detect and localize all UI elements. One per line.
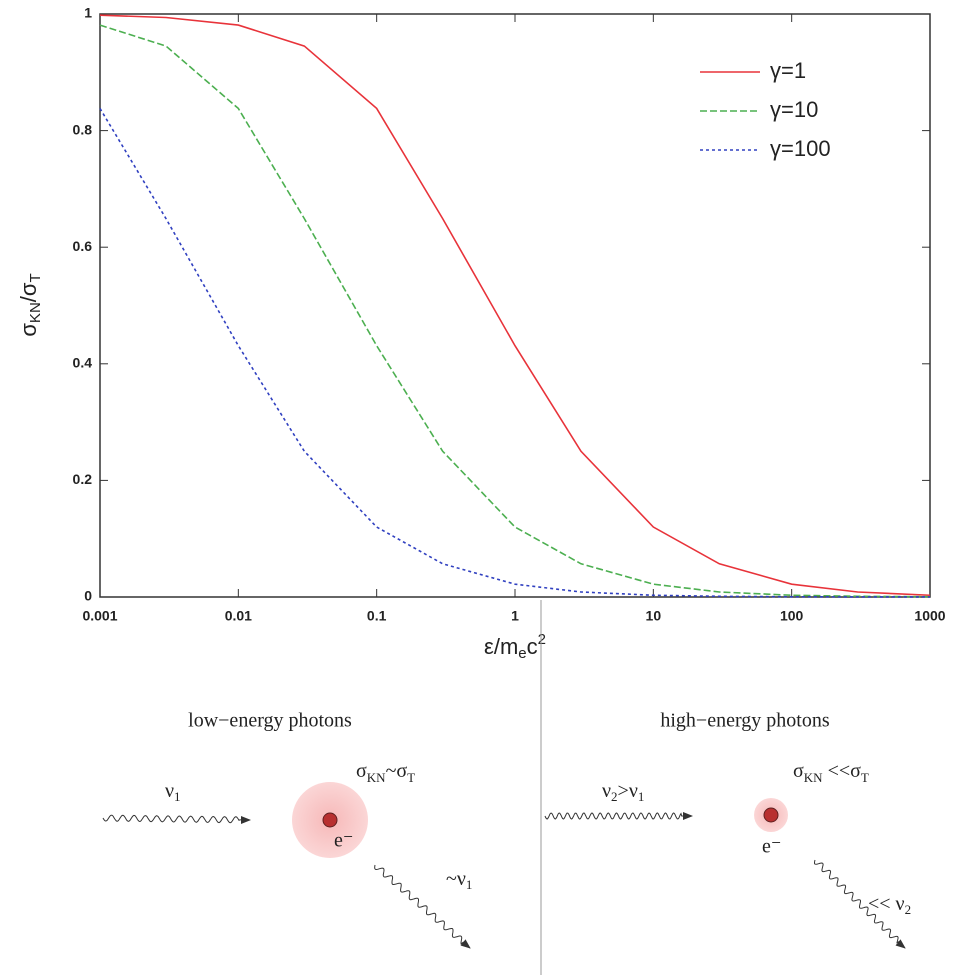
y-tick-label: 1 [84,5,92,21]
x-tick-label: 1 [511,608,519,624]
panel-title: low−energy photons [188,710,352,732]
photon [102,814,251,824]
photon-label: ~ν1 [446,868,472,892]
panel-title: high−energy photons [660,710,829,732]
cross-section-label: σKN~σT [356,760,415,785]
electron [322,812,338,828]
photon-label: << ν2 [868,893,911,917]
photon [374,864,471,949]
x-axis-label: ε/mec2 [484,631,546,662]
x-tick-label: 1000 [914,608,945,624]
electron-label: e⁻ [762,836,781,858]
y-tick-label: 0.2 [73,471,93,487]
y-tick-label: 0.6 [73,238,93,254]
y-tick-label: 0 [84,588,92,604]
series-line [99,24,931,598]
photon [544,812,693,820]
photon [814,859,906,949]
y-tick-label: 0.4 [73,355,93,371]
cross-section-label: σKN <<σT [793,760,869,785]
x-tick-label: 0.001 [82,608,117,624]
photon-label: ν2>ν1 [602,780,644,804]
y-tick-label: 0.8 [73,121,93,137]
x-tick-label: 0.01 [225,608,252,624]
electron-label: e⁻ [334,830,353,852]
x-tick-label: 0.1 [367,608,387,624]
diagram: low−energy photons high−energy photons ν… [102,710,911,949]
legend-label: γ=1 [770,58,806,83]
series-line [99,14,931,597]
photon-label: ν1 [165,780,181,804]
series-line [99,108,931,598]
x-tick-label: 10 [646,608,662,624]
y-axis-label: σKN/σT [16,273,44,336]
plot: 0 0.2 0.4 0.6 0.8 1 0.001 0.01 0.1 1 10 100 1000 γ=1 γ… [73,5,946,624]
legend-label: γ=10 [770,97,818,122]
electron [763,807,779,823]
legend-label: γ=100 [770,136,831,161]
x-tick-label: 100 [780,608,804,624]
